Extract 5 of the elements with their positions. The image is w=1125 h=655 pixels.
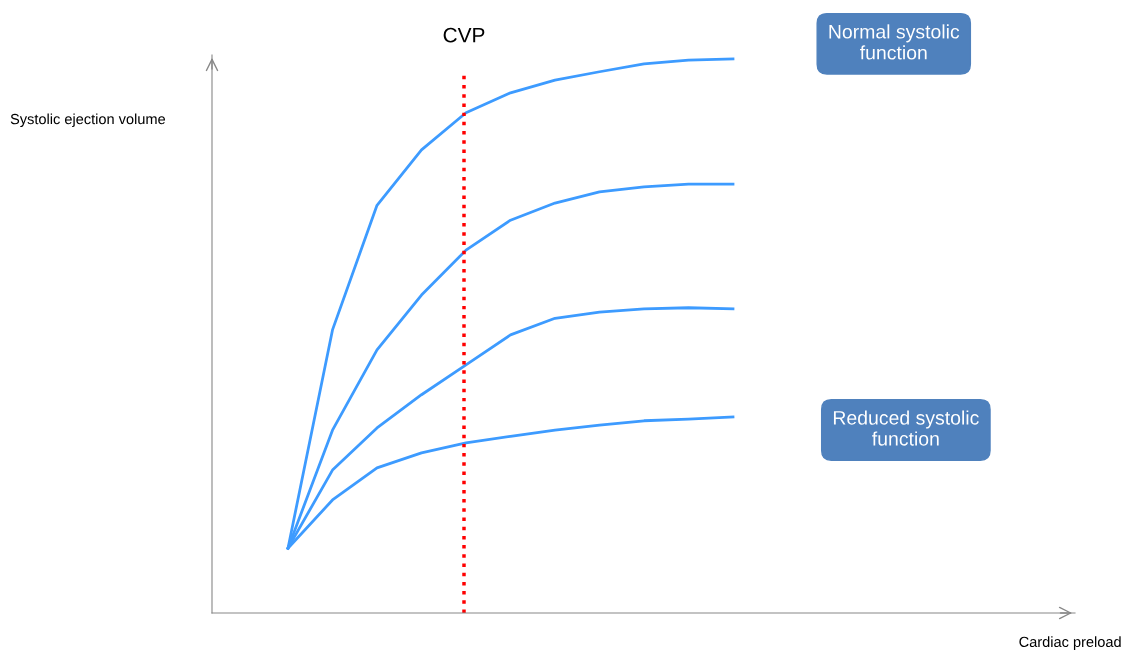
text: Systolic ejection volume	[10, 113, 166, 128]
text: Normal systolic function	[829, 24, 960, 60]
text: Reduced systolic function	[833, 410, 979, 446]
text: CVP	[443, 27, 485, 43]
text: Cardiac preload	[1019, 636, 1121, 650]
